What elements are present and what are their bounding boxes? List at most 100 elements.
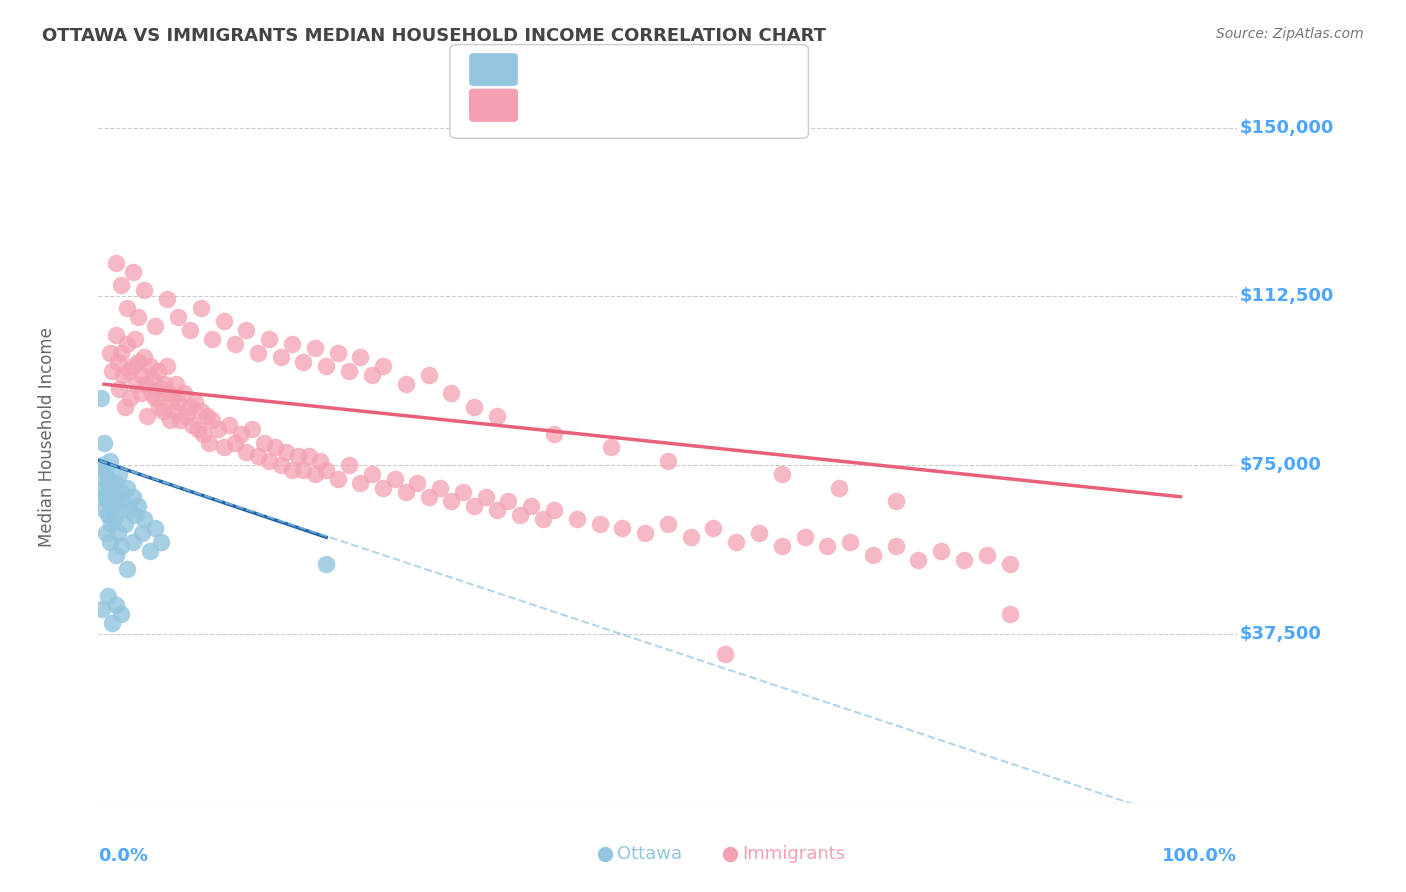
Point	[498, 494, 520, 508]
Point	[287, 449, 309, 463]
Point	[131, 368, 153, 383]
Point	[96, 472, 118, 486]
Point	[186, 422, 208, 436]
Point	[108, 467, 131, 482]
Point	[315, 558, 337, 572]
Point	[235, 444, 257, 458]
Point	[101, 481, 124, 495]
Point	[486, 409, 509, 423]
Point	[180, 417, 202, 432]
Point	[136, 409, 159, 423]
Point	[173, 386, 195, 401]
Point	[463, 400, 485, 414]
Point	[884, 494, 907, 508]
Point	[121, 265, 143, 279]
Point	[259, 332, 281, 346]
Point	[131, 525, 153, 540]
Point	[270, 350, 292, 364]
Point	[235, 323, 257, 337]
Point	[114, 516, 136, 531]
Point	[440, 494, 463, 508]
Point	[770, 467, 793, 482]
Point	[304, 467, 326, 482]
Point	[108, 503, 131, 517]
Point	[115, 562, 138, 576]
Point	[720, 796, 742, 810]
Point	[229, 426, 252, 441]
Point	[395, 485, 418, 500]
Point	[714, 647, 737, 661]
Point	[315, 359, 337, 374]
Point	[195, 409, 218, 423]
Point	[292, 463, 315, 477]
Point	[135, 377, 157, 392]
Point	[98, 534, 121, 549]
Point	[118, 364, 141, 378]
Point	[593, 796, 616, 810]
Point	[509, 508, 531, 522]
Point	[107, 354, 129, 368]
Point	[103, 512, 125, 526]
Point	[138, 359, 160, 374]
Point	[121, 534, 143, 549]
Point	[110, 607, 132, 621]
Point	[190, 404, 212, 418]
Point	[150, 382, 173, 396]
Text: 100.0%: 100.0%	[1163, 847, 1237, 864]
Point	[270, 458, 292, 473]
Point	[190, 301, 212, 315]
Point	[146, 364, 169, 378]
Point	[107, 525, 129, 540]
Point	[246, 449, 269, 463]
Text: $37,500: $37,500	[1240, 625, 1322, 643]
Point	[600, 440, 623, 454]
Point	[104, 327, 127, 342]
Point	[132, 283, 155, 297]
Point	[120, 391, 142, 405]
Point	[127, 310, 149, 324]
Point	[395, 377, 418, 392]
Point	[96, 490, 118, 504]
Point	[679, 530, 702, 544]
Point	[486, 503, 509, 517]
Text: $75,000: $75,000	[1240, 456, 1322, 475]
Point	[132, 350, 155, 364]
Point	[114, 400, 136, 414]
Point	[815, 539, 838, 553]
Point	[127, 499, 149, 513]
Point	[101, 615, 124, 630]
Point	[141, 386, 163, 401]
Point	[93, 435, 115, 450]
Text: Median Household Income: Median Household Income	[38, 327, 56, 547]
Point	[828, 481, 851, 495]
Point	[770, 539, 793, 553]
Text: Immigrants: Immigrants	[742, 845, 845, 863]
Point	[90, 458, 112, 473]
Point	[94, 503, 117, 517]
Point	[150, 534, 173, 549]
Point	[371, 359, 394, 374]
Point	[246, 345, 269, 359]
Point	[157, 386, 180, 401]
Point	[451, 485, 474, 500]
Point	[360, 368, 382, 383]
Point	[224, 435, 246, 450]
Point	[748, 525, 770, 540]
Point	[474, 490, 496, 504]
Point	[588, 516, 610, 531]
Point	[360, 467, 382, 482]
Point	[174, 409, 197, 423]
Point	[349, 476, 371, 491]
Text: R = -0.253   N = 47: R = -0.253 N = 47	[523, 61, 700, 78]
Point	[212, 314, 235, 328]
Point	[531, 512, 554, 526]
Point	[105, 490, 128, 504]
Point	[309, 453, 332, 467]
Point	[326, 472, 349, 486]
Point	[110, 278, 132, 293]
Point	[198, 435, 221, 450]
Point	[124, 332, 146, 346]
Point	[112, 368, 135, 383]
Point	[252, 435, 274, 450]
Point	[115, 336, 138, 351]
